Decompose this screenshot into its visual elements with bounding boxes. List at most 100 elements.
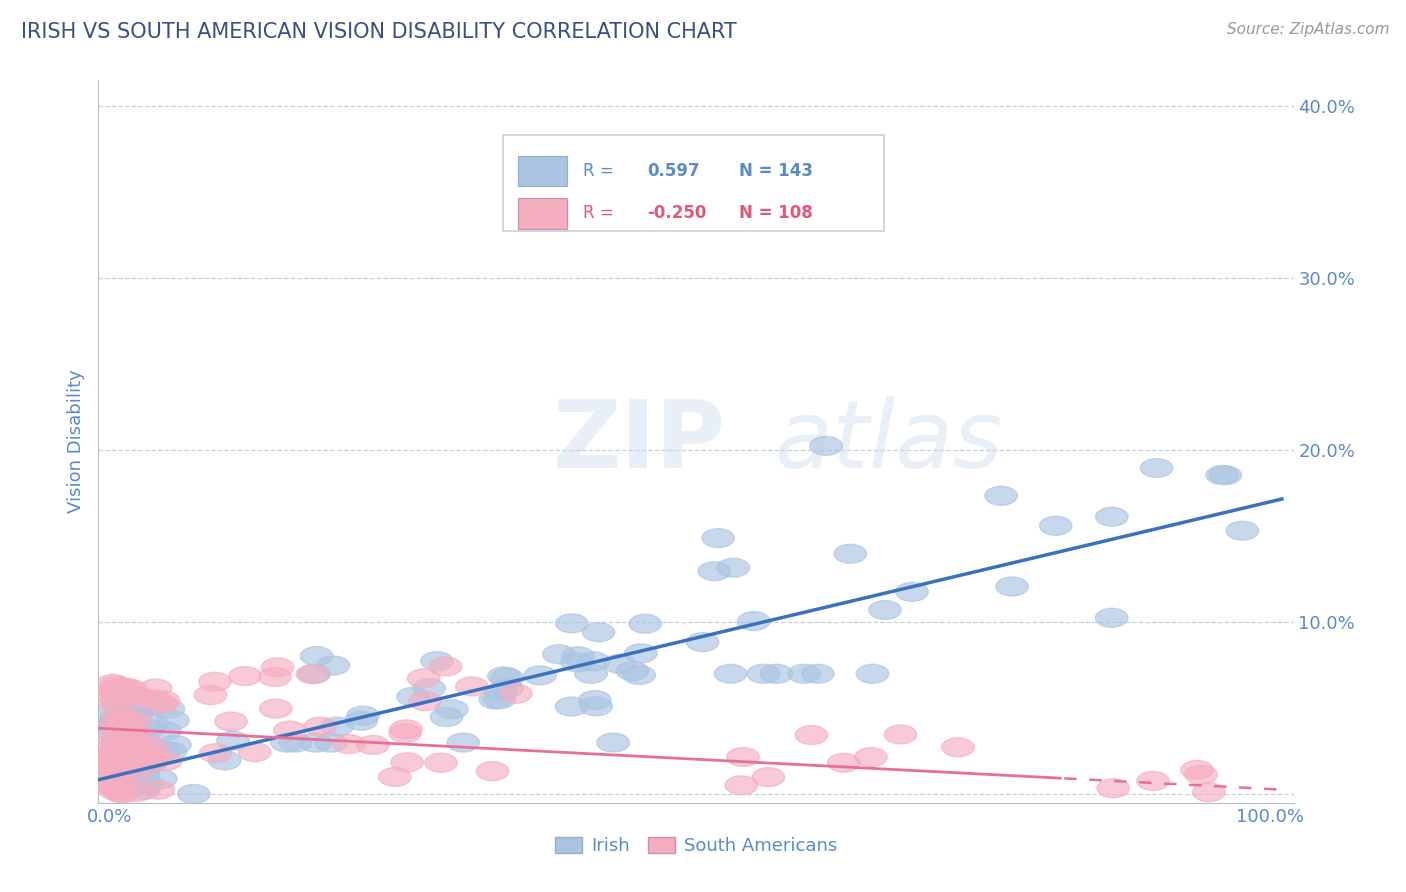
Ellipse shape bbox=[128, 755, 160, 773]
Ellipse shape bbox=[100, 747, 132, 766]
Ellipse shape bbox=[111, 715, 143, 735]
Ellipse shape bbox=[112, 739, 145, 758]
Ellipse shape bbox=[145, 770, 177, 789]
FancyBboxPatch shape bbox=[517, 198, 568, 228]
Text: 0.597: 0.597 bbox=[648, 162, 700, 180]
Ellipse shape bbox=[884, 725, 917, 744]
Ellipse shape bbox=[378, 767, 411, 787]
Ellipse shape bbox=[110, 712, 142, 731]
Ellipse shape bbox=[98, 716, 131, 735]
Ellipse shape bbox=[1095, 508, 1128, 526]
Ellipse shape bbox=[131, 756, 163, 774]
Ellipse shape bbox=[194, 686, 226, 705]
Ellipse shape bbox=[108, 743, 142, 762]
Ellipse shape bbox=[408, 669, 440, 688]
Ellipse shape bbox=[103, 679, 136, 698]
Ellipse shape bbox=[105, 783, 138, 802]
Ellipse shape bbox=[436, 700, 468, 719]
Ellipse shape bbox=[425, 753, 457, 772]
Ellipse shape bbox=[686, 632, 718, 651]
Ellipse shape bbox=[136, 738, 169, 756]
Ellipse shape bbox=[98, 755, 131, 773]
Ellipse shape bbox=[101, 762, 134, 780]
Ellipse shape bbox=[357, 735, 389, 755]
Ellipse shape bbox=[117, 764, 150, 783]
Ellipse shape bbox=[413, 679, 446, 698]
Ellipse shape bbox=[118, 706, 150, 724]
Ellipse shape bbox=[101, 780, 134, 799]
Ellipse shape bbox=[148, 691, 180, 710]
Ellipse shape bbox=[239, 743, 271, 762]
Ellipse shape bbox=[801, 665, 834, 683]
Ellipse shape bbox=[111, 751, 143, 770]
Ellipse shape bbox=[97, 730, 131, 748]
Text: R =: R = bbox=[582, 204, 613, 222]
Ellipse shape bbox=[524, 666, 557, 685]
Ellipse shape bbox=[1181, 760, 1213, 780]
Ellipse shape bbox=[122, 757, 155, 777]
Ellipse shape bbox=[796, 725, 828, 745]
Ellipse shape bbox=[579, 697, 612, 715]
Ellipse shape bbox=[108, 729, 141, 747]
Ellipse shape bbox=[485, 683, 517, 702]
Ellipse shape bbox=[122, 749, 155, 769]
Ellipse shape bbox=[1192, 782, 1225, 802]
Ellipse shape bbox=[107, 705, 139, 723]
Ellipse shape bbox=[128, 780, 160, 799]
Ellipse shape bbox=[1185, 765, 1218, 784]
Ellipse shape bbox=[717, 558, 749, 577]
Ellipse shape bbox=[787, 665, 821, 683]
Ellipse shape bbox=[152, 699, 184, 718]
Ellipse shape bbox=[995, 577, 1028, 596]
Ellipse shape bbox=[297, 665, 329, 683]
Ellipse shape bbox=[828, 753, 860, 772]
Ellipse shape bbox=[127, 731, 159, 750]
Ellipse shape bbox=[118, 754, 150, 772]
Ellipse shape bbox=[942, 738, 974, 756]
Ellipse shape bbox=[114, 735, 146, 755]
Ellipse shape bbox=[110, 681, 142, 699]
Ellipse shape bbox=[271, 733, 304, 752]
Ellipse shape bbox=[391, 753, 423, 772]
Ellipse shape bbox=[120, 711, 152, 730]
Ellipse shape bbox=[347, 706, 380, 725]
Ellipse shape bbox=[98, 772, 131, 791]
FancyBboxPatch shape bbox=[503, 135, 884, 231]
Ellipse shape bbox=[131, 698, 163, 716]
Ellipse shape bbox=[752, 768, 785, 787]
Ellipse shape bbox=[110, 744, 142, 764]
Ellipse shape bbox=[101, 773, 134, 792]
Ellipse shape bbox=[555, 614, 588, 632]
Ellipse shape bbox=[738, 612, 770, 631]
FancyBboxPatch shape bbox=[517, 156, 568, 186]
Ellipse shape bbox=[810, 436, 842, 455]
Ellipse shape bbox=[110, 769, 142, 788]
Ellipse shape bbox=[477, 762, 509, 780]
Ellipse shape bbox=[333, 735, 366, 754]
Ellipse shape bbox=[603, 655, 636, 673]
Ellipse shape bbox=[103, 706, 135, 724]
Ellipse shape bbox=[100, 740, 132, 759]
Ellipse shape bbox=[97, 755, 129, 773]
Ellipse shape bbox=[1206, 466, 1239, 484]
Ellipse shape bbox=[122, 699, 155, 718]
Ellipse shape bbox=[100, 718, 132, 737]
Ellipse shape bbox=[1140, 458, 1173, 477]
Ellipse shape bbox=[121, 772, 153, 791]
Ellipse shape bbox=[1095, 608, 1128, 627]
Ellipse shape bbox=[114, 680, 146, 698]
Ellipse shape bbox=[761, 665, 793, 683]
Ellipse shape bbox=[628, 615, 661, 633]
Ellipse shape bbox=[447, 733, 479, 752]
Ellipse shape bbox=[869, 600, 901, 619]
Ellipse shape bbox=[274, 721, 307, 740]
Ellipse shape bbox=[115, 752, 148, 772]
Ellipse shape bbox=[97, 682, 131, 701]
Ellipse shape bbox=[110, 705, 142, 724]
Ellipse shape bbox=[108, 756, 141, 775]
Ellipse shape bbox=[104, 754, 138, 772]
Ellipse shape bbox=[315, 733, 347, 752]
Ellipse shape bbox=[122, 748, 155, 767]
Text: -0.250: -0.250 bbox=[648, 204, 707, 222]
Ellipse shape bbox=[103, 691, 135, 711]
